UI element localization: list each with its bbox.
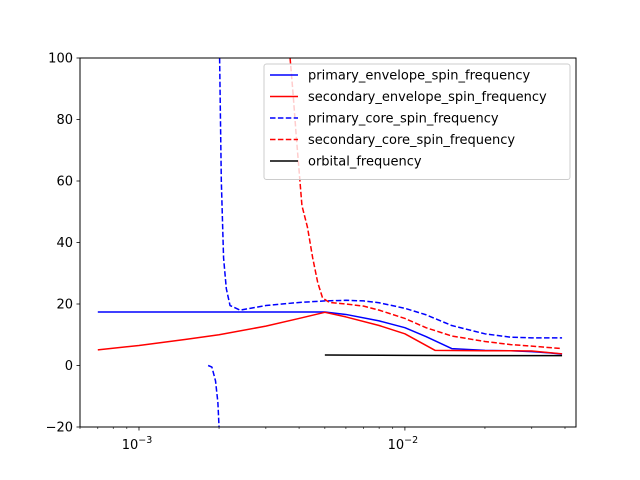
series-line-primary-core-spin-frequency: [218, 58, 563, 339]
legend: primary_envelope_spin_frequency secondary…: [263, 63, 571, 180]
legend-label: primary_core_spin_frequency: [308, 112, 499, 127]
series-line-primary-envelope-spin-frequency: [97, 311, 563, 355]
series-line-primary-core-spin-frequency: [207, 364, 220, 427]
series-layer: [97, 58, 563, 427]
x-tick-label: 10−3: [122, 435, 153, 453]
legend-label: secondary_core_spin_frequency: [308, 133, 515, 148]
series-line-secondary-envelope-spin-frequency: [97, 311, 563, 355]
x-axis: 10−3 10−2: [79, 427, 566, 453]
y-tick-label: 20: [56, 298, 73, 313]
legend-label: primary_envelope_spin_frequency: [308, 69, 531, 84]
y-tick-label: −20: [46, 421, 73, 436]
legend-label: orbital_frequency: [308, 155, 422, 170]
legend-label: secondary_envelope_spin_frequency: [308, 90, 547, 105]
y-axis: −20 0 20 40 60 80 100: [46, 52, 80, 436]
legend-frame: [263, 63, 571, 180]
y-tick-label: 0: [65, 359, 73, 374]
series-line-secondary-core-spin-frequency: [289, 58, 563, 350]
series-line-orbital-frequency: [324, 354, 563, 357]
y-tick-label: 60: [56, 175, 73, 190]
y-tick-label: 100: [48, 52, 73, 67]
y-tick-label: 80: [56, 113, 73, 128]
y-tick-label: 40: [56, 236, 73, 251]
x-tick-label: 10−2: [388, 435, 419, 453]
